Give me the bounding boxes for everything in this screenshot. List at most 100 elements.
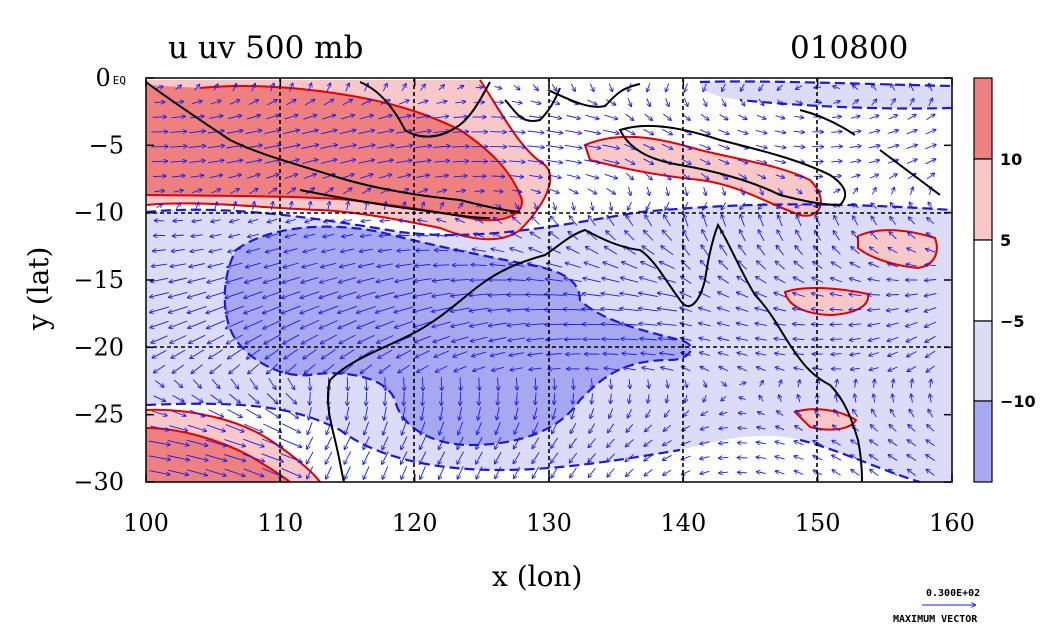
wind-vector <box>756 338 767 340</box>
wind-vector <box>685 186 687 195</box>
wind-vector <box>205 439 227 446</box>
wind-vector <box>376 145 394 149</box>
wind-vector <box>850 338 861 340</box>
wind-vector <box>452 336 469 342</box>
wind-vector <box>494 86 502 88</box>
wind-vector <box>213 84 218 91</box>
wind-vector <box>666 394 668 403</box>
reference-vector-magnitude: 0.300E+02 <box>926 588 980 599</box>
wind-vector <box>624 158 635 164</box>
wind-vector <box>285 392 296 403</box>
wind-vector <box>756 353 767 355</box>
wind-vector <box>892 394 893 403</box>
wind-vector <box>701 427 710 430</box>
wind-vector <box>169 306 188 313</box>
wind-vector <box>546 130 562 133</box>
wind-vector <box>439 421 445 435</box>
wind-vector <box>888 264 899 268</box>
wind-vector <box>887 295 899 296</box>
y-axis-label: y (lat) <box>22 247 55 331</box>
wind-vector <box>889 248 898 254</box>
wind-vector <box>925 335 936 342</box>
wind-vector <box>926 249 936 253</box>
wind-vector <box>227 409 242 417</box>
wind-vector <box>225 305 245 313</box>
wind-vector <box>420 436 427 450</box>
wind-vector <box>700 353 710 357</box>
x-tick-label: 140 <box>660 509 706 537</box>
wind-vector <box>888 115 897 120</box>
wind-vector <box>833 425 841 432</box>
wind-vector <box>777 203 784 209</box>
wind-vector <box>718 292 730 298</box>
wind-vector <box>925 293 937 297</box>
wind-vector <box>302 160 317 164</box>
wind-vector <box>831 132 842 133</box>
coast-australia <box>329 222 863 482</box>
wind-vector <box>610 201 612 210</box>
wind-vector <box>170 277 188 282</box>
wind-vector <box>815 410 821 417</box>
wind-vector <box>284 115 298 120</box>
wind-vector <box>376 291 395 297</box>
wind-vector <box>741 83 745 91</box>
wind-vector <box>722 215 727 227</box>
wind-vector <box>248 100 258 106</box>
wind-vector <box>796 205 803 208</box>
wind-vector <box>210 101 221 105</box>
wind-vector <box>309 407 312 419</box>
coast-sumatra <box>146 81 521 213</box>
wind-vector <box>832 455 842 461</box>
wind-vector <box>508 131 525 132</box>
wind-vector <box>549 188 559 193</box>
wind-vector <box>602 324 621 325</box>
wind-vector <box>852 188 857 195</box>
wind-vector <box>271 202 273 211</box>
coast-australia-west <box>326 379 345 482</box>
wind-vector <box>831 309 843 310</box>
wind-vector <box>661 367 674 371</box>
wind-vector <box>532 452 540 463</box>
wind-vector <box>798 395 800 403</box>
wind-vector <box>377 277 394 282</box>
wind-vector <box>452 161 469 162</box>
wind-vector <box>225 291 245 298</box>
wind-vector <box>605 368 617 370</box>
wind-vector <box>700 113 709 120</box>
wind-vector <box>831 294 843 296</box>
wind-vector <box>301 305 320 313</box>
wind-vector <box>625 231 635 241</box>
wind-vector <box>625 113 634 120</box>
wind-vector <box>851 368 860 369</box>
wind-vector <box>719 261 729 270</box>
wind-vector <box>833 231 840 241</box>
wind-vector <box>701 367 710 372</box>
wind-vector <box>366 377 367 390</box>
wind-vector <box>547 115 561 119</box>
wind-vector <box>360 349 374 358</box>
wind-vector <box>737 323 749 327</box>
wind-vector <box>380 100 389 105</box>
wind-vector <box>663 172 671 179</box>
wind-vector <box>565 159 581 163</box>
wind-vector <box>554 378 555 389</box>
wind-vector <box>663 469 672 475</box>
wind-vector <box>171 176 185 177</box>
wind-vector <box>361 235 372 237</box>
wind-vector <box>319 291 339 298</box>
wind-vector <box>589 83 593 92</box>
wind-vector <box>345 436 351 449</box>
wind-vector <box>264 130 280 135</box>
wind-vector <box>383 421 388 435</box>
wind-vector <box>507 309 527 310</box>
wind-vector <box>357 291 376 297</box>
wind-vector <box>621 278 639 283</box>
wind-vector <box>358 277 376 282</box>
wind-vector <box>361 100 371 106</box>
wind-vector <box>925 280 937 281</box>
wind-vector <box>527 146 544 148</box>
wind-vector <box>663 454 672 460</box>
wind-vector <box>303 349 317 359</box>
wind-vector <box>234 202 236 210</box>
wind-vector <box>247 248 261 253</box>
